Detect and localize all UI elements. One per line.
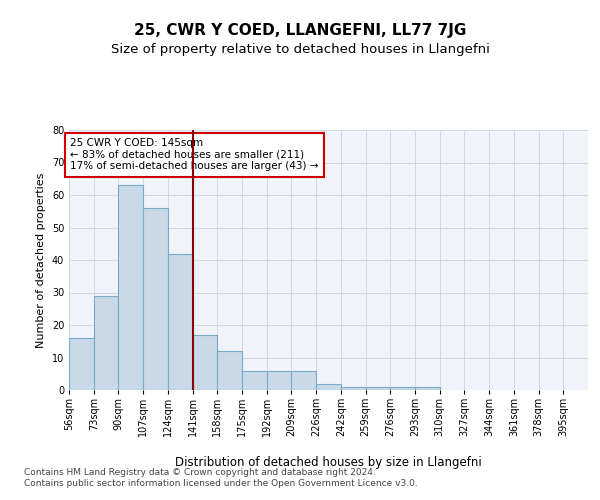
Bar <box>316 384 341 390</box>
Bar <box>267 370 292 390</box>
Bar <box>143 208 168 390</box>
Y-axis label: Number of detached properties: Number of detached properties <box>36 172 46 348</box>
Bar <box>94 296 118 390</box>
Text: 25 CWR Y COED: 145sqm
← 83% of detached houses are smaller (211)
17% of semi-det: 25 CWR Y COED: 145sqm ← 83% of detached … <box>70 138 319 172</box>
Bar <box>118 185 143 390</box>
Bar <box>193 335 217 390</box>
Text: Contains HM Land Registry data © Crown copyright and database right 2024.
Contai: Contains HM Land Registry data © Crown c… <box>24 468 418 487</box>
Bar <box>292 370 316 390</box>
Bar <box>415 387 440 390</box>
Bar <box>217 351 242 390</box>
Bar <box>341 387 365 390</box>
Bar <box>69 338 94 390</box>
Bar <box>365 387 390 390</box>
Bar <box>242 370 267 390</box>
Text: Size of property relative to detached houses in Llangefni: Size of property relative to detached ho… <box>110 42 490 56</box>
Bar <box>168 254 193 390</box>
Text: Distribution of detached houses by size in Llangefni: Distribution of detached houses by size … <box>175 456 482 469</box>
Text: 25, CWR Y COED, LLANGEFNI, LL77 7JG: 25, CWR Y COED, LLANGEFNI, LL77 7JG <box>134 22 466 38</box>
Bar <box>390 387 415 390</box>
